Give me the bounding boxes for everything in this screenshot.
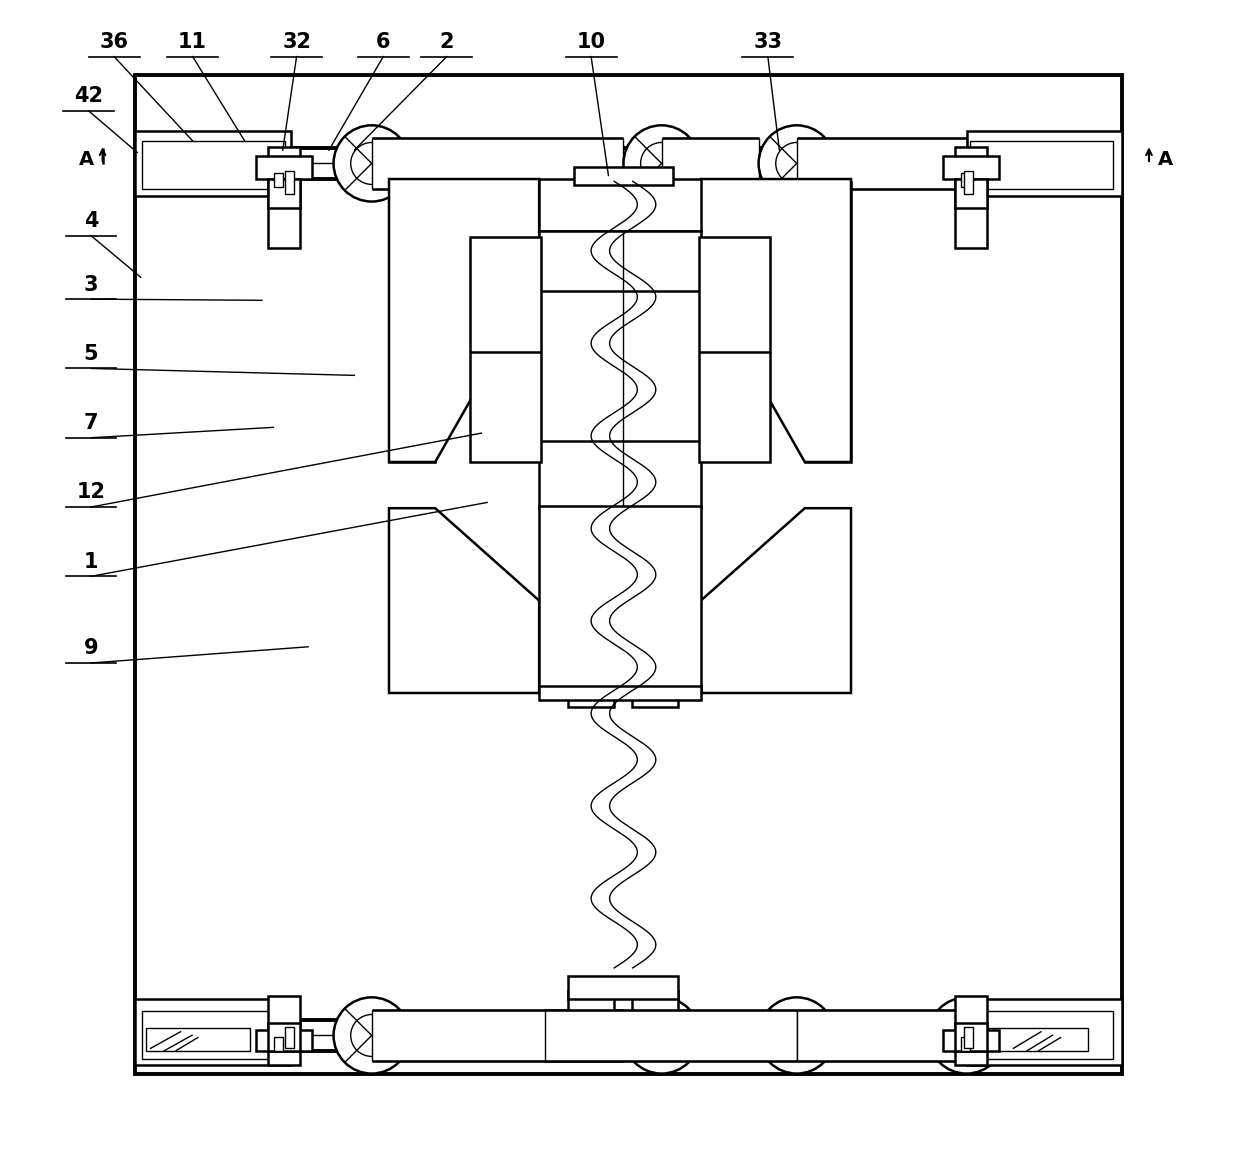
- Bar: [978, 152, 1087, 176]
- Text: 6: 6: [376, 32, 391, 52]
- Polygon shape: [701, 508, 851, 693]
- Bar: [135, 131, 291, 196]
- Bar: [631, 690, 678, 707]
- Bar: [135, 75, 1122, 1074]
- Bar: [568, 976, 678, 999]
- Bar: [146, 1028, 250, 1051]
- Bar: [970, 141, 1114, 189]
- Bar: [372, 1009, 624, 1060]
- Circle shape: [334, 997, 409, 1074]
- Bar: [965, 1027, 973, 1048]
- Text: 1: 1: [84, 552, 98, 572]
- Bar: [965, 171, 973, 194]
- Circle shape: [759, 126, 835, 201]
- Text: 4: 4: [84, 211, 98, 231]
- Text: 2: 2: [439, 32, 454, 52]
- Bar: [978, 1028, 1087, 1051]
- Bar: [268, 147, 300, 248]
- Bar: [955, 996, 987, 1065]
- Text: 7: 7: [84, 413, 98, 433]
- Bar: [797, 137, 966, 188]
- Polygon shape: [389, 179, 539, 462]
- Bar: [257, 1030, 311, 1051]
- Bar: [268, 179, 300, 208]
- Text: A: A: [79, 150, 94, 169]
- Bar: [805, 182, 851, 462]
- Bar: [544, 1009, 797, 1060]
- Bar: [944, 1030, 999, 1051]
- Text: 36: 36: [99, 32, 129, 52]
- Circle shape: [624, 126, 699, 201]
- Bar: [146, 152, 250, 176]
- Text: 9: 9: [83, 639, 98, 658]
- Bar: [539, 179, 701, 231]
- Bar: [141, 141, 285, 189]
- Bar: [662, 137, 759, 188]
- Bar: [955, 1023, 987, 1051]
- Bar: [955, 147, 987, 248]
- Bar: [966, 131, 1122, 196]
- Bar: [141, 1011, 285, 1059]
- Polygon shape: [389, 508, 539, 693]
- Circle shape: [624, 997, 699, 1074]
- Bar: [955, 179, 987, 208]
- Bar: [961, 173, 970, 187]
- Bar: [698, 237, 770, 462]
- Bar: [966, 999, 1122, 1065]
- Bar: [631, 991, 678, 1020]
- Text: 11: 11: [179, 32, 207, 52]
- Bar: [285, 171, 294, 194]
- Circle shape: [334, 126, 409, 201]
- Text: 12: 12: [77, 483, 105, 502]
- Bar: [470, 237, 542, 462]
- Bar: [574, 167, 673, 185]
- Bar: [568, 690, 614, 707]
- Circle shape: [759, 997, 835, 1074]
- Text: 5: 5: [83, 344, 98, 364]
- Bar: [568, 991, 614, 1020]
- Polygon shape: [701, 179, 851, 462]
- Bar: [539, 686, 701, 700]
- Bar: [539, 231, 701, 508]
- Bar: [389, 182, 435, 462]
- Text: 42: 42: [74, 87, 103, 106]
- Text: 3: 3: [84, 275, 98, 295]
- Bar: [539, 506, 701, 693]
- Text: 10: 10: [577, 32, 605, 52]
- Bar: [268, 1023, 300, 1051]
- Bar: [257, 156, 311, 179]
- Bar: [285, 1027, 294, 1048]
- Bar: [268, 996, 300, 1065]
- Bar: [135, 999, 291, 1065]
- Text: 33: 33: [754, 32, 782, 52]
- Text: A: A: [1158, 150, 1173, 169]
- Text: 32: 32: [283, 32, 311, 52]
- Bar: [372, 137, 624, 188]
- Bar: [961, 1037, 970, 1051]
- Circle shape: [929, 997, 1004, 1074]
- Bar: [274, 1037, 283, 1051]
- Bar: [970, 1011, 1114, 1059]
- Bar: [944, 156, 999, 179]
- Bar: [274, 173, 283, 187]
- Bar: [797, 1009, 966, 1060]
